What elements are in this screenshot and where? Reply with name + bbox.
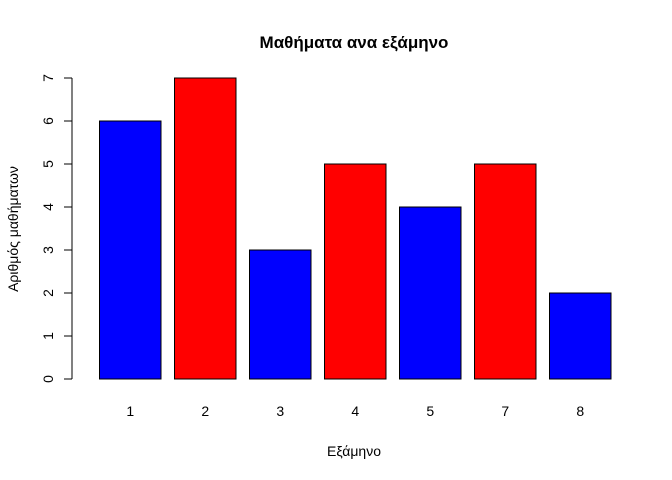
bar-4 <box>324 163 387 380</box>
bars <box>99 77 612 380</box>
y-tick-label: 7 <box>40 74 56 82</box>
bar-8 <box>549 292 612 380</box>
y-tick-label: 6 <box>40 117 56 125</box>
y-tick-label: 3 <box>40 246 56 254</box>
bar-3 <box>249 249 312 380</box>
y-tick-label: 1 <box>40 332 56 340</box>
y-axis-label: Αριθμός μαθήματων <box>5 166 21 292</box>
bar-5 <box>399 206 462 380</box>
x-tick-label: 4 <box>351 403 359 419</box>
x-axis-labels: 1 2 3 4 5 7 8 <box>126 403 584 419</box>
y-tick-label: 5 <box>40 160 56 168</box>
x-tick-label: 2 <box>201 403 209 419</box>
bar-1 <box>99 120 162 380</box>
x-tick-label: 8 <box>576 403 584 419</box>
x-axis-label: Εξάμηνο <box>327 443 381 459</box>
y-axis: 0 1 2 3 4 5 6 7 <box>40 74 72 383</box>
chart-title: Μαθήματα ανα εξάμηνο <box>260 33 449 52</box>
bar-2 <box>174 77 237 380</box>
bar-7 <box>474 163 537 380</box>
y-tick-label: 2 <box>40 289 56 297</box>
x-tick-label: 7 <box>501 403 509 419</box>
x-tick-label: 5 <box>426 403 434 419</box>
y-tick-label: 0 <box>40 375 56 383</box>
y-tick-label: 4 <box>40 203 56 211</box>
x-tick-label: 3 <box>276 403 284 419</box>
x-tick-label: 1 <box>126 403 134 419</box>
